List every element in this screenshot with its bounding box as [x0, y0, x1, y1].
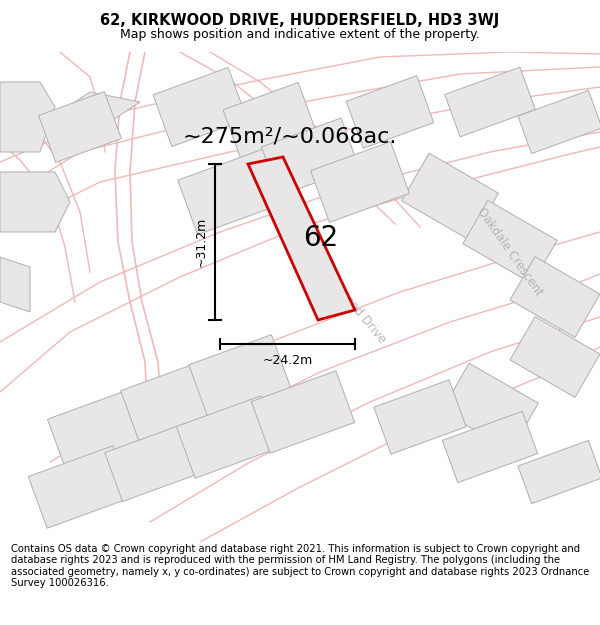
Polygon shape [261, 118, 359, 196]
Polygon shape [178, 149, 282, 234]
Text: ~275m²/~0.068ac.: ~275m²/~0.068ac. [183, 127, 397, 147]
Polygon shape [401, 153, 499, 241]
Polygon shape [0, 172, 70, 232]
Polygon shape [251, 371, 355, 453]
Polygon shape [442, 363, 538, 451]
Polygon shape [518, 91, 600, 154]
Polygon shape [105, 422, 205, 501]
Polygon shape [28, 446, 131, 528]
Polygon shape [445, 67, 535, 137]
Text: 62: 62 [304, 224, 338, 252]
Polygon shape [45, 92, 140, 132]
Polygon shape [176, 396, 280, 478]
Text: 62, KIRKWOOD DRIVE, HUDDERSFIELD, HD3 3WJ: 62, KIRKWOOD DRIVE, HUDDERSFIELD, HD3 3W… [100, 13, 500, 28]
Polygon shape [510, 317, 600, 398]
Polygon shape [0, 257, 30, 312]
Polygon shape [311, 142, 409, 222]
Polygon shape [248, 157, 355, 320]
Text: ~24.2m: ~24.2m [262, 354, 313, 366]
Polygon shape [346, 76, 434, 148]
Polygon shape [442, 411, 538, 482]
Polygon shape [510, 257, 600, 338]
Polygon shape [47, 388, 152, 476]
Polygon shape [189, 335, 291, 419]
Polygon shape [121, 362, 220, 442]
Polygon shape [38, 91, 121, 162]
Text: Contains OS data © Crown copyright and database right 2021. This information is : Contains OS data © Crown copyright and d… [11, 544, 589, 589]
Polygon shape [463, 201, 557, 284]
Polygon shape [0, 82, 55, 152]
Polygon shape [374, 380, 466, 454]
Text: Kirkwood Drive: Kirkwood Drive [321, 269, 389, 346]
Polygon shape [518, 441, 600, 504]
Text: Oakdale Crescent: Oakdale Crescent [475, 206, 545, 299]
Polygon shape [223, 82, 317, 161]
Polygon shape [153, 68, 247, 146]
Text: Map shows position and indicative extent of the property.: Map shows position and indicative extent… [120, 28, 480, 41]
Text: ~31.2m: ~31.2m [194, 217, 208, 267]
